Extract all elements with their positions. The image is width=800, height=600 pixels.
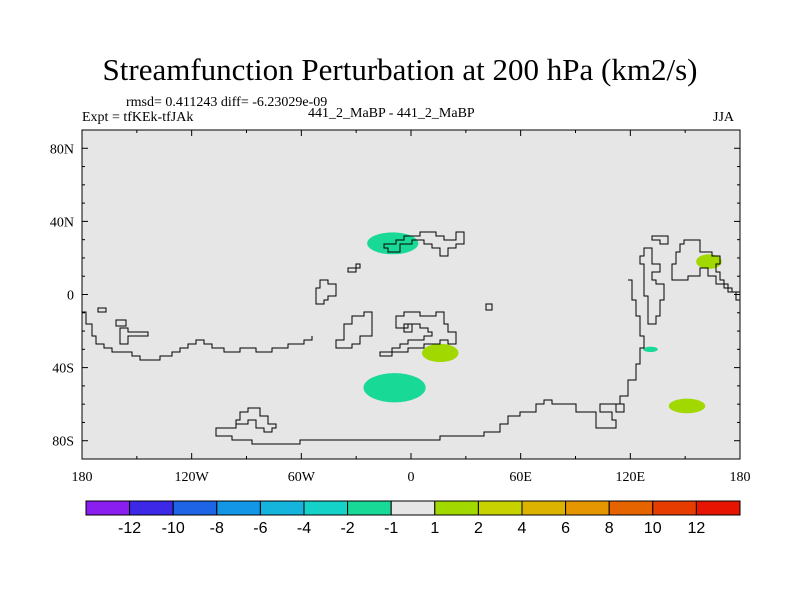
colorbar-label: 10 — [644, 520, 662, 537]
anomaly-region-3 — [363, 373, 426, 403]
lon-tick-label: 60E — [509, 470, 532, 485]
colorbar: -12 -10 -8 -6 -4 -2 -1 1 2 4 6 8 10 12 — [85, 500, 741, 537]
lat-tick-label: 40S — [52, 362, 74, 377]
coastline-eurasia — [383, 231, 465, 257]
axis-labels: 80N 40N 0 40S 80S 180 120W 60W 0 60E 120E 180 — [50, 142, 751, 485]
colorbar-swatch — [521, 500, 567, 516]
anomaly-region-1 — [367, 232, 419, 255]
colorbar-label: -4 — [297, 520, 311, 537]
coastline-asia-east — [639, 247, 665, 325]
coastline-island-9 — [615, 403, 625, 413]
lon-tick-label: 60W — [288, 470, 316, 485]
coastline-island-7 — [115, 319, 127, 327]
colorbar-swatch — [216, 500, 261, 516]
case-label: 441_2_MaBP - 441_2_MaBP — [308, 106, 475, 121]
colorbar-label: 1 — [430, 520, 439, 537]
colorbar-swatch — [129, 500, 174, 516]
coastline-small-1 — [651, 235, 669, 245]
lat-tick-label: 40N — [50, 215, 74, 230]
anomaly-layer — [363, 232, 722, 414]
colorbar-swatch — [172, 500, 218, 516]
stats-line: rmsd= 0.411243 diff= -6.23029e-09 — [126, 95, 328, 110]
anomaly-region-4 — [696, 254, 722, 269]
coastline-layer — [82, 231, 741, 445]
coastline-africa — [379, 311, 457, 357]
axis-ticks — [81, 129, 741, 460]
plot-title: Streamfunction Perturbation at 200 hPa (… — [102, 52, 698, 87]
map-background — [82, 130, 740, 459]
experiment-label: Expt = tfKEk-tfJAk — [82, 110, 194, 125]
colorbar-label: -1 — [384, 520, 398, 537]
colorbar-label: 4 — [518, 520, 527, 537]
colorbar-swatch — [652, 500, 697, 516]
colorbar-label: 12 — [688, 520, 706, 537]
lon-tick-label: 120W — [175, 470, 210, 485]
anomaly-region-2 — [421, 343, 459, 363]
lon-tick-label: 120E — [616, 470, 646, 485]
colorbar-label: 2 — [474, 520, 483, 537]
colorbar-swatch — [695, 500, 741, 516]
lon-tick-label: 0 — [408, 470, 415, 485]
coastline-island-4 — [335, 311, 373, 349]
colorbar-label: -10 — [162, 520, 185, 537]
anomaly-region-5 — [643, 346, 658, 353]
coastline-island-2 — [315, 279, 337, 305]
lat-tick-label: 80N — [50, 142, 74, 157]
coastline-island-3 — [347, 263, 361, 273]
colorbar-label: 6 — [561, 520, 570, 537]
colorbar-swatch — [608, 500, 654, 516]
coastline-east — [215, 279, 645, 445]
coastline-americas — [82, 311, 313, 361]
colorbar-swatch — [477, 500, 523, 516]
coastline-island-6 — [97, 307, 107, 313]
colorbar-swatch — [85, 500, 131, 516]
colorbar-swatch — [390, 500, 436, 516]
season-label: JJA — [713, 110, 735, 125]
colorbar-swatch — [303, 500, 349, 516]
coastline-island-8 — [485, 303, 493, 311]
colorbar-label: 8 — [605, 520, 614, 537]
lon-tick-label: 180 — [72, 470, 93, 485]
colorbar-label: -2 — [340, 520, 354, 537]
colorbar-label: -6 — [253, 520, 267, 537]
colorbar-swatch — [259, 500, 305, 516]
coastline-island-5 — [119, 327, 149, 345]
colorbar-label: -8 — [210, 520, 224, 537]
colorbar-swatch — [347, 500, 392, 516]
anomaly-region-6 — [668, 398, 706, 414]
colorbar-swatch — [434, 500, 479, 516]
lat-tick-label: 0 — [67, 289, 74, 304]
lat-tick-label: 80S — [52, 435, 74, 450]
colorbar-label: -12 — [118, 520, 141, 537]
colorbar-swatch — [565, 500, 610, 516]
coastline-island-1 — [403, 323, 413, 333]
lon-tick-label: 180 — [730, 470, 751, 485]
